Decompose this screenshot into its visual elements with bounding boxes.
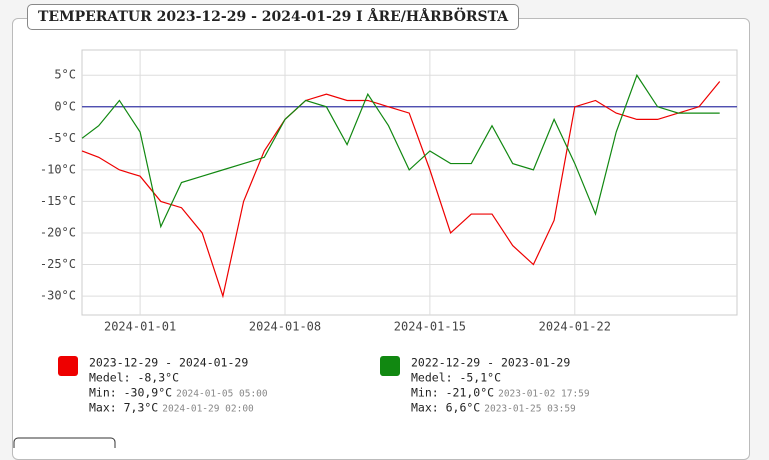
plot-area — [81, 49, 738, 316]
x-tick-label: 2024-01-15 — [394, 320, 466, 334]
y-tick-label: 5°C — [54, 68, 76, 82]
y-tick-label: -15°C — [40, 194, 76, 208]
y-tick-label: -30°C — [40, 289, 76, 303]
legend-stat: Min: -21,0°C — [411, 386, 494, 400]
legend-stat: Max: 7,3°C — [89, 401, 158, 415]
legend-label: 2023-12-29 - 2024-01-29 — [89, 356, 248, 370]
button[interactable] — [13, 437, 116, 448]
x-tick-label: 2024-01-08 — [249, 320, 321, 334]
x-tick-label: 2024-01-22 — [539, 320, 611, 334]
y-tick-label: -20°C — [40, 225, 76, 239]
series-line — [81, 81, 721, 299]
y-tick-label: -10°C — [40, 162, 76, 176]
page: {"chart_data": {"type": "line", "title":… — [12, 4, 750, 460]
y-tick-label: -25°C — [40, 257, 76, 271]
legend-stat-time: 2024-01-05 05:00 — [176, 389, 268, 400]
y-tick-label: -5°C — [47, 131, 76, 145]
legend-stat-time: 2024-01-29 02:00 — [162, 404, 254, 415]
legend-stat: Medel: -8,3°C — [89, 371, 179, 385]
legend-stat: Min: -30,9°C — [89, 386, 172, 400]
legend-swatch — [380, 356, 400, 376]
chart: 5°C 0°C -5°C -10°C -15°C -20°C -25°C -30°C 2024-… — [13, 49, 738, 448]
series-line — [81, 73, 720, 229]
legend-label: 2022-12-29 - 2023-01-29 — [411, 356, 570, 370]
legend-stat: Medel: -5,1°C — [411, 371, 501, 385]
legend-stat-time: 2023-01-02 17:59 — [498, 389, 590, 400]
legend-swatch — [58, 356, 78, 376]
x-tick-label: 2024-01-01 — [104, 320, 176, 334]
chart-title: TEMPERATUR 2023-12-29 - 2024-01-29 I ÅRE… — [27, 4, 520, 30]
legend-stat: Max: 6,6°C — [411, 401, 480, 415]
y-tick-label: 0°C — [54, 99, 76, 113]
legend-stat-time: 2023-01-25 03:59 — [484, 404, 576, 415]
